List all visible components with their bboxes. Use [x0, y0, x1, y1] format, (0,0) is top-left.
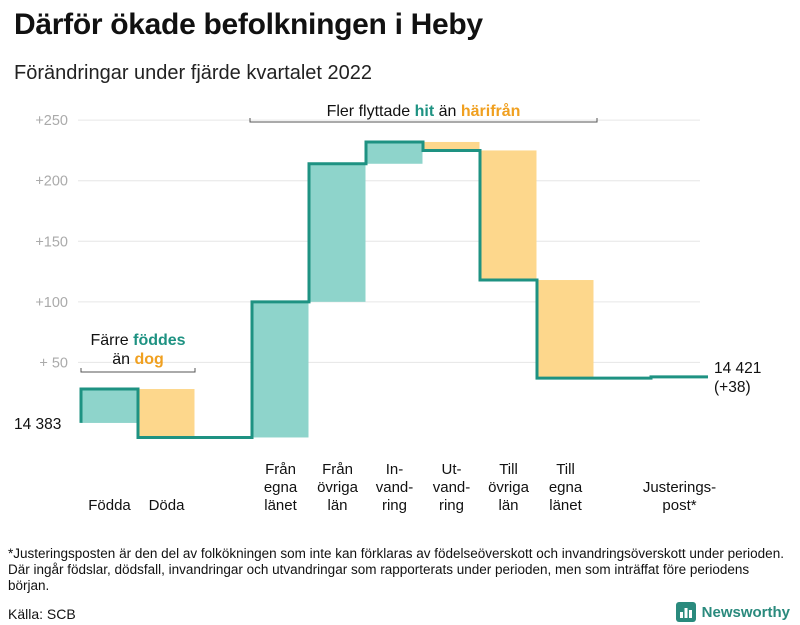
waterfall-bar [252, 301, 309, 438]
annotation-text-part: härifrån [461, 102, 521, 120]
category-label: In- [386, 461, 404, 478]
start-value-label: 14 383 [14, 416, 61, 433]
chart-title: Därför ökade befolkningen i Heby [14, 8, 483, 41]
end-value-label: 14 421 [714, 360, 761, 377]
category-label: Döda [149, 497, 186, 514]
category-label: egna [264, 479, 298, 496]
waterfall-bar [423, 141, 480, 151]
category-label: Födda [88, 497, 131, 514]
y-tick-label: +250 [35, 113, 68, 129]
chart-subtitle: Förändringar under fjärde kvartalet 2022 [14, 62, 372, 84]
category-label: län [327, 497, 347, 514]
end-change-label: (+38) [714, 379, 751, 396]
annotation-line: Fler flyttade hit än härifrån [327, 102, 521, 120]
cumulative-line [79, 140, 708, 439]
annotation-line: Färre föddes [90, 332, 185, 349]
category-label: länet [264, 497, 297, 514]
annotation-line: än dog [112, 351, 164, 368]
y-tick-label: + 50 [39, 355, 68, 371]
annotation-bracket [249, 118, 598, 123]
category-label: Från [322, 461, 353, 478]
annotation-text-part: än [434, 103, 461, 120]
category-label: län [498, 497, 518, 514]
waterfall-bar [480, 150, 537, 281]
category-label: ring [382, 497, 407, 514]
annotation-text-part: Färre [90, 332, 133, 349]
waterfall-chart: + 50+100+150+200+250 Födda DödaFrånegnalä… [14, 102, 761, 514]
y-tick-label: +150 [35, 234, 68, 250]
annotation-text-part: Fler flyttade [327, 103, 415, 120]
source-label: Källa: SCB [8, 606, 76, 622]
category-label: Från [265, 461, 296, 478]
category-label: vand- [376, 479, 414, 496]
category-label: övriga [488, 479, 530, 496]
annotation-bracket [80, 368, 196, 373]
waterfall-bar [366, 141, 423, 164]
footnote: *Justeringsposten är den del av folkökni… [8, 546, 784, 593]
annotation-text-part: än [112, 351, 134, 368]
category-label: post* [662, 497, 696, 514]
category-label: ring [439, 497, 464, 514]
waterfall-bar [537, 280, 594, 379]
brand-logo[interactable]: Newsworthy [675, 602, 790, 622]
category-label: Till [499, 461, 518, 478]
category-label: Till [556, 461, 575, 478]
waterfall-bar [309, 163, 366, 302]
category-label: egna [549, 479, 583, 496]
category-label: vand- [433, 479, 471, 496]
annotation-text-part: dog [134, 351, 163, 368]
y-tick-label: +100 [35, 295, 68, 311]
annotation-text-part: föddes [133, 332, 186, 349]
bar-chart-logo-icon [675, 602, 696, 622]
category-label: övriga [317, 479, 359, 496]
category-label: Justerings- [643, 479, 716, 496]
waterfall-bar [81, 389, 138, 423]
waterfall-bar [138, 389, 195, 438]
brand-name: Newsworthy [701, 603, 790, 621]
annotation-text-part: hit [415, 103, 435, 120]
category-label: länet [549, 497, 582, 514]
y-tick-label: +200 [35, 174, 68, 190]
category-label: Ut- [442, 461, 462, 478]
